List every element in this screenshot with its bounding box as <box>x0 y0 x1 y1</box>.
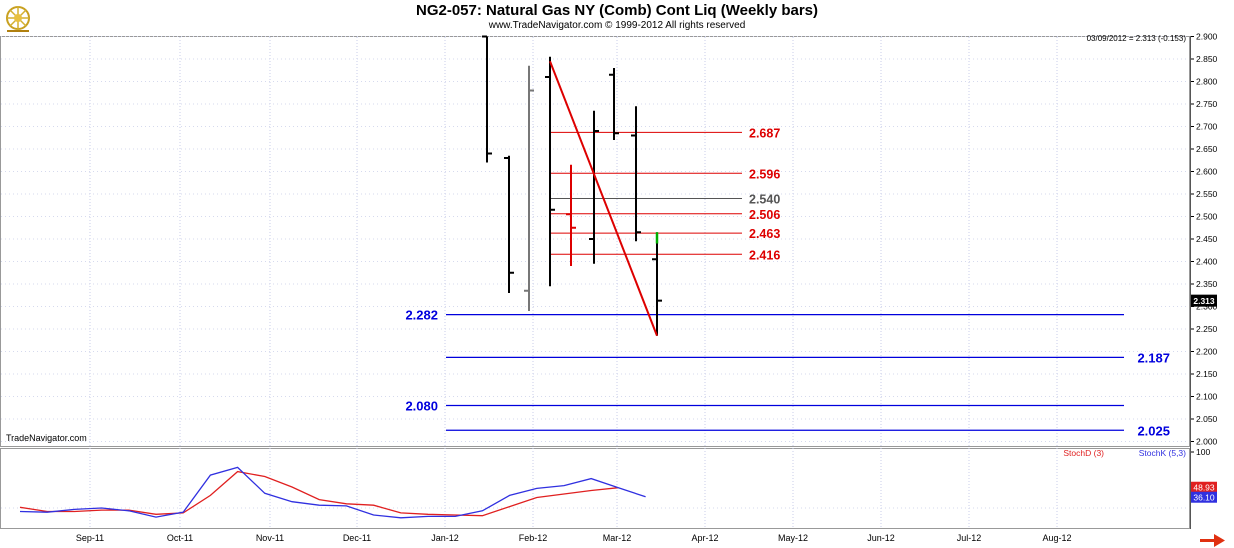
retracement-label: 2.416 <box>749 248 780 262</box>
y-tick-label: 2.650 <box>1196 144 1218 154</box>
retracement-label: 2.506 <box>749 208 780 222</box>
y-tick-label: 2.350 <box>1196 279 1218 289</box>
y-tick-label: 2.700 <box>1196 122 1218 132</box>
legend-stochd: StochD (3) <box>1063 448 1104 458</box>
last-price-flag <box>1191 294 1217 307</box>
y-tick-label: 2.050 <box>1196 414 1218 424</box>
x-tick-label: Aug-12 <box>1042 533 1071 543</box>
y-tick-label: 2.000 <box>1196 437 1218 447</box>
trade-navigator-logo-icon <box>6 6 30 32</box>
legend-stochk: StochK (5,3) <box>1139 448 1186 458</box>
retracement-label: 2.687 <box>749 126 780 140</box>
y-tick-label: 2.500 <box>1196 212 1218 222</box>
scroll-right-arrow-icon[interactable] <box>1200 533 1226 547</box>
support-label: 2.080 <box>405 399 438 414</box>
y-tick-label: 2.750 <box>1196 99 1218 109</box>
retracement-label: 2.596 <box>749 167 780 181</box>
last-price-label: 2.313 <box>1193 296 1215 306</box>
stochd-value-label: 48.93 <box>1193 483 1215 493</box>
y-tick-label: 2.900 <box>1196 32 1218 42</box>
x-tick-label: Sep-11 <box>76 533 104 543</box>
y-tick-label: 2.600 <box>1196 167 1218 177</box>
y-tick-label: 2.550 <box>1196 189 1218 199</box>
support-label: 2.025 <box>1137 423 1170 438</box>
x-tick-label: May-12 <box>778 533 808 543</box>
y-tick-label: 2.850 <box>1196 54 1218 64</box>
x-tick-label: Feb-12 <box>519 533 548 543</box>
stochd-value-flag <box>1191 481 1217 493</box>
watermark-label: TradeNavigator.com <box>6 433 87 443</box>
x-tick-label: Mar-12 <box>603 533 632 543</box>
stochk-value-label: 36.10 <box>1193 493 1215 503</box>
x-tick-label: Nov-11 <box>256 533 284 543</box>
x-tick-label: Dec-11 <box>343 533 371 543</box>
y-tick-label: 2.250 <box>1196 324 1218 334</box>
x-tick-label: Jan-12 <box>431 533 459 543</box>
price-readout: 03/09/2012 = 2.313 (-0.153) <box>1087 34 1187 43</box>
y-tick-label: 2.400 <box>1196 257 1218 267</box>
x-tick-label: Apr-12 <box>691 533 718 543</box>
oscillator-panel <box>0 448 1190 529</box>
retracement-label: 2.463 <box>749 227 780 241</box>
copyright-line: www.TradeNavigator.com © 1999-2012 All r… <box>488 20 746 31</box>
stochk-value-flag <box>1191 491 1217 503</box>
y-tick-label: 2.100 <box>1196 392 1218 402</box>
support-label: 2.282 <box>405 308 438 323</box>
support-label: 2.187 <box>1137 350 1170 365</box>
y-tick-label: 2.800 <box>1196 77 1218 87</box>
x-tick-label: Oct-11 <box>167 533 193 543</box>
chart-title: NG2-057: Natural Gas NY (Comb) Cont Liq … <box>415 2 819 19</box>
y-tick-label: 2.200 <box>1196 347 1218 357</box>
trend-line <box>549 60 658 337</box>
x-tick-label: Jun-12 <box>867 533 895 543</box>
retracement-label: 2.540 <box>749 193 780 207</box>
stochk-line <box>19 466 646 519</box>
osc-y-tick-label: 100 <box>1196 447 1210 457</box>
y-tick-label: 2.450 <box>1196 234 1218 244</box>
y-tick-label: 2.150 <box>1196 369 1218 379</box>
x-tick-label: Jul-12 <box>957 533 982 543</box>
